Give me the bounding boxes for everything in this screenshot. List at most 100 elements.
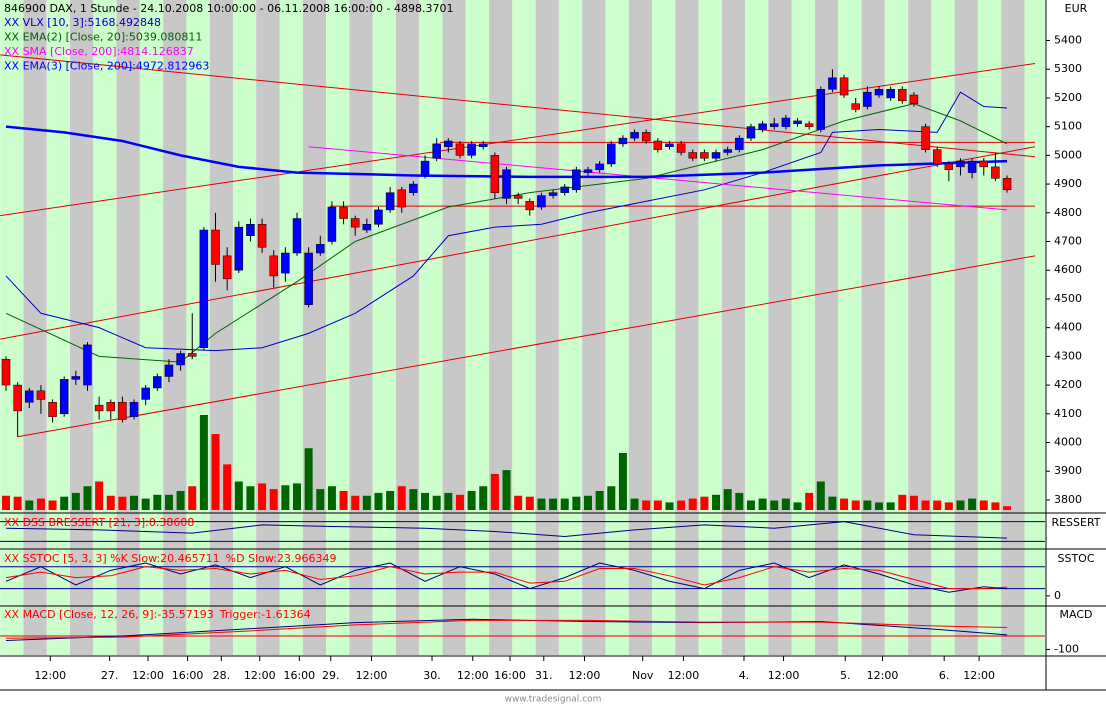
y-tick-label: 4600 — [1054, 263, 1082, 276]
candle-body — [502, 169, 511, 199]
candle-body — [59, 379, 69, 415]
y-tick-label: 3800 — [1054, 493, 1082, 506]
volume-bar — [246, 486, 255, 510]
stripe — [977, 0, 1002, 655]
x-tick-label: 12:00 — [768, 669, 800, 682]
x-tick-label: 27. — [101, 669, 119, 682]
panel-axis-label: MACD — [1060, 608, 1093, 621]
x-tick-label: 16:00 — [283, 669, 315, 682]
volume-bar — [840, 498, 849, 510]
candle-body — [595, 163, 604, 170]
stripe — [372, 0, 396, 655]
main-plot — [0, 54, 1036, 510]
candle-body — [991, 166, 1000, 179]
candle-body — [269, 255, 278, 277]
candle-body — [839, 77, 849, 96]
volume-bar — [25, 500, 34, 510]
y-tick-label: 4900 — [1054, 177, 1082, 190]
y-tick-label: -100 — [1054, 642, 1079, 655]
candle-body — [967, 160, 977, 173]
volume-bar — [909, 495, 918, 510]
candle-body — [537, 195, 546, 208]
y-tick-label: 4200 — [1054, 378, 1082, 391]
volume-bar — [991, 502, 1000, 510]
candle-body — [583, 169, 593, 173]
legend-entry: XX VLX [10, 3]:5168.492848 — [4, 16, 161, 29]
volume-bar — [199, 415, 208, 510]
candle-body — [246, 224, 255, 237]
candle-body — [385, 192, 395, 211]
candle-body — [886, 89, 895, 99]
candle-body — [257, 224, 267, 248]
y-tick-label: 5200 — [1054, 91, 1082, 104]
x-tick-label: 28. — [213, 669, 231, 682]
candle-body — [793, 120, 802, 125]
candle-body — [944, 163, 954, 170]
candle-body — [362, 224, 372, 231]
candle-body — [13, 384, 22, 412]
volume-bar — [805, 492, 814, 510]
volume-bar — [188, 486, 197, 510]
candle-body — [304, 252, 313, 305]
stripe — [512, 0, 536, 655]
legend-entry: XX EMA(2) [Close, 20]:5039.080811 — [4, 31, 202, 44]
volume-bar — [875, 502, 883, 510]
volume-bar — [735, 492, 744, 510]
volume-bar — [351, 495, 360, 510]
stripe — [721, 0, 746, 655]
candle-body — [339, 206, 348, 219]
candle-body — [630, 132, 639, 139]
volume-bar — [793, 502, 802, 510]
x-tick-label: 30. — [423, 669, 441, 682]
x-tick-label: 29. — [322, 669, 340, 682]
volume-bar — [886, 502, 895, 510]
volume-bar — [618, 453, 627, 510]
volume-bar — [525, 496, 534, 510]
footer: www.tradesignal.com — [505, 695, 602, 705]
candle-body — [607, 143, 616, 165]
candle-body — [94, 404, 104, 412]
candle-body — [758, 123, 767, 130]
stripe — [745, 0, 769, 655]
stripe — [0, 0, 24, 655]
indicator-line — [5, 562, 1008, 593]
panel-axis-label: RESSERT — [1051, 516, 1100, 529]
currency-label: EUR — [1065, 2, 1088, 15]
y-tick-label: 5400 — [1054, 33, 1082, 46]
volume-bar — [223, 464, 232, 510]
candle-body — [374, 209, 383, 225]
indicator-line — [5, 566, 1008, 590]
y-tick-label: 4400 — [1054, 321, 1082, 334]
volume-bar — [467, 491, 476, 510]
x-tick-label: 5. — [840, 669, 851, 682]
candle-body — [909, 94, 919, 104]
volume-bar — [537, 498, 546, 510]
candle-body — [36, 390, 46, 400]
stripe — [791, 0, 815, 655]
x-tick-label: 12:00 — [34, 669, 66, 682]
candle-body — [781, 117, 791, 127]
legend-entry: XX DSS BRESSERT [21, 3]:0.38608 — [4, 516, 194, 529]
x-tick-label: 31. — [535, 669, 553, 682]
legend-entry: %D Slow:23.966349 — [226, 552, 337, 565]
candle-body — [816, 89, 826, 130]
stripe — [628, 0, 653, 655]
indicator-line — [5, 521, 1008, 539]
volume-bar — [572, 496, 581, 510]
volume-bar — [176, 491, 185, 510]
volume-bar — [71, 492, 80, 510]
candle-body — [316, 244, 325, 254]
legend-entry: Trigger:-1.61364 — [219, 608, 311, 621]
trend-line — [0, 54, 1036, 158]
candle-body — [48, 402, 57, 417]
volume-bar — [514, 495, 523, 510]
volume-bar — [816, 481, 825, 510]
stripe — [954, 0, 978, 655]
x-tick-label: 12:00 — [668, 669, 700, 682]
stripe — [582, 0, 606, 655]
candle-body — [420, 160, 430, 176]
candle-body — [153, 376, 162, 389]
volume-bar — [386, 491, 395, 510]
candle-body — [560, 186, 569, 193]
volume-bar — [828, 496, 837, 510]
